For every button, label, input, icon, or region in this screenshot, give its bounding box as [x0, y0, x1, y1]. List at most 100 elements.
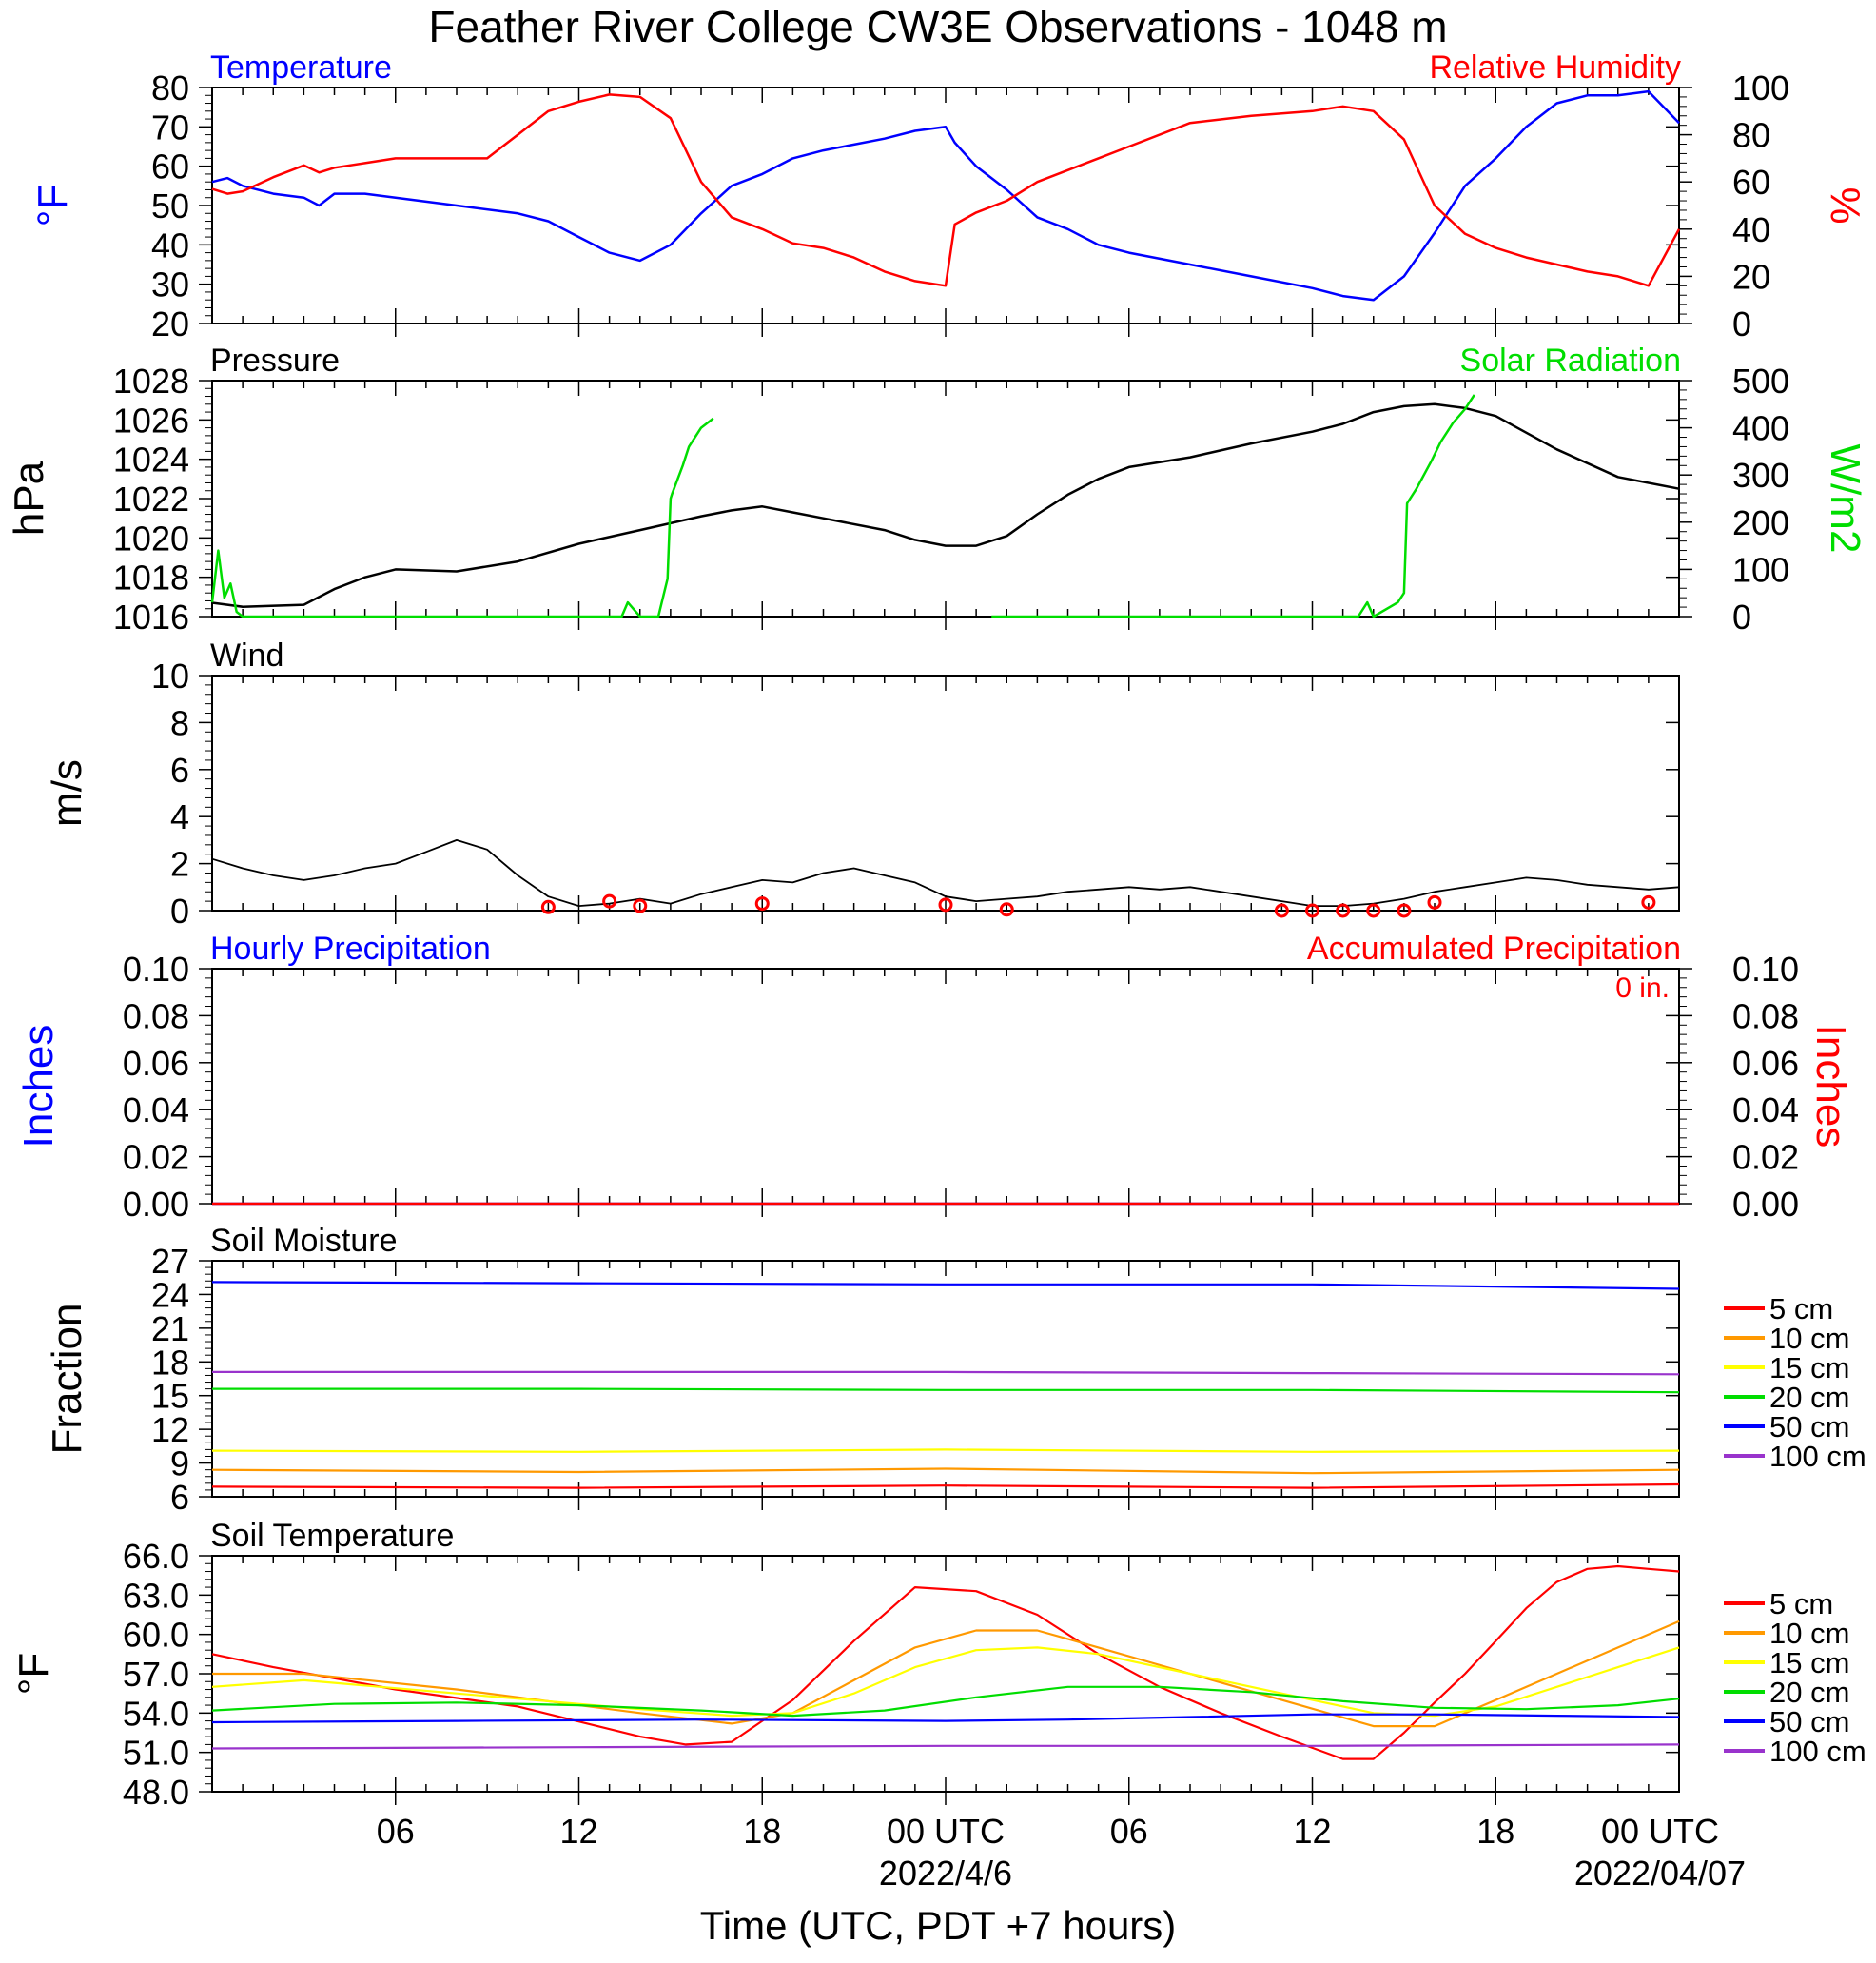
temp-ytick-right-label: 80: [1732, 116, 1770, 155]
series-soil-temperature-5cm: [211, 1564, 1680, 1760]
precip-total-label: 0 in.: [1615, 972, 1670, 1004]
pres-ytick-label: 1028: [113, 362, 189, 401]
series-soil-temperature-10cm: [212, 1619, 1680, 1728]
temp-ytick-right-label: 100: [1732, 69, 1789, 108]
pres-title-left: Pressure: [210, 343, 340, 379]
temp-ytick-right-label: 40: [1732, 210, 1770, 249]
sm-title-left: Soil Moisture: [210, 1223, 398, 1259]
temp-ytick-label: 20: [151, 304, 189, 344]
st-legend-label: 10 cm: [1769, 1617, 1849, 1650]
sm-ytick-label: 21: [151, 1309, 189, 1348]
sm-frame: [211, 1260, 1680, 1498]
wind-calm-marker: [1397, 903, 1412, 918]
series-soil-moisture-15cm: [211, 1448, 1680, 1453]
temp-ytick-label: 60: [151, 147, 189, 186]
wind-title-left: Wind: [210, 638, 283, 674]
wind-ytick-label: 10: [151, 657, 189, 696]
pres-ylabel-right: W/m2: [1822, 444, 1868, 554]
st-ylabel-left: °F: [10, 1653, 57, 1695]
x-tick-label: 18: [1476, 1812, 1514, 1851]
x-tick-label: 06: [1110, 1812, 1148, 1851]
temp-ylabel-left: °F: [29, 185, 76, 226]
pres-ytick-label: 1024: [113, 441, 189, 480]
temp-ytick-label: 80: [151, 69, 189, 108]
precip-ytick-label: 0.02: [123, 1138, 189, 1177]
temp-ytick-label: 30: [151, 265, 189, 304]
pres-ylabel-left: hPa: [6, 461, 52, 536]
st-ytick-label: 63.0: [123, 1576, 189, 1615]
temp-ytick-right-label: 0: [1732, 304, 1751, 344]
pres-ytick-label: 1020: [113, 519, 189, 558]
sm-ytick-label: 6: [170, 1478, 189, 1517]
sm-ytick-label: 18: [151, 1343, 189, 1382]
st-legend-label: 20 cm: [1769, 1676, 1849, 1709]
panel-precipitation: 0.00 0.02 0.04 0.06 0.08 0.10 0.00 0.02 0.04 0.06…: [15, 931, 1854, 1224]
chart-title: Feather River College CW3E Observations …: [428, 2, 1447, 51]
pres-ytick-right-label: 100: [1732, 550, 1789, 589]
panel-soil-temperature: 48.051.054.057.060.063.066.0 Soil Tempera…: [10, 1518, 1866, 1812]
pres-ytick-label: 1016: [113, 598, 189, 637]
pres-ytick-label: 1022: [113, 480, 189, 519]
precip-ylabel-right: Inches: [1808, 1025, 1854, 1148]
date-label: 2022/4/6: [879, 1854, 1012, 1893]
precip-ytick-right-label: 0.08: [1732, 996, 1799, 1035]
sm-ytick-label: 15: [151, 1377, 189, 1416]
temp-ytick-right-label: 60: [1732, 163, 1770, 202]
x-tick-label: 12: [559, 1812, 597, 1851]
sm-ytick-label: 9: [170, 1444, 189, 1483]
pres-ytick-right-label: 400: [1732, 409, 1789, 448]
wind-frame: [211, 675, 1680, 912]
pres-ytick-right-label: 500: [1732, 362, 1789, 401]
sm-legend-label: 20 cm: [1769, 1381, 1849, 1414]
st-legend-label: 5 cm: [1769, 1587, 1833, 1620]
wind-calm-marker: [1641, 894, 1656, 910]
temp-frame: [211, 87, 1680, 324]
wind-calm-marker: [1336, 903, 1351, 918]
series-soil-moisture-20cm: [212, 1387, 1680, 1394]
series-soil-temperature-15cm: [211, 1646, 1680, 1718]
pres-ytick-right-label: 0: [1732, 598, 1751, 637]
series-solar-radiation: [210, 417, 714, 618]
precip-ytick-right-label: 0.04: [1732, 1090, 1799, 1129]
st-ytick-label: 51.0: [123, 1734, 189, 1773]
pres-ytick-label: 1026: [113, 401, 189, 440]
temp-title-right: Relative Humidity: [1429, 49, 1681, 86]
st-ytick-label: 60.0: [123, 1616, 189, 1655]
sm-legend-label: 50 cm: [1769, 1410, 1849, 1443]
temp-title-left: Temperature: [210, 49, 392, 86]
precip-ytick-label: 0.06: [123, 1044, 189, 1083]
pres-ytick-label: 1018: [113, 559, 189, 598]
wind-ytick-label: 2: [170, 845, 189, 884]
precip-ytick-right-label: 0.10: [1732, 950, 1799, 989]
st-legend-label: 15 cm: [1769, 1646, 1849, 1679]
x-tick-label: 00 UTC: [887, 1812, 1005, 1851]
temp-ytick-right-label: 20: [1732, 257, 1770, 296]
x-tick-label: 06: [377, 1812, 415, 1851]
wind-calm-marker: [938, 897, 953, 913]
wind-calm-marker: [999, 902, 1014, 917]
sm-ytick-label: 12: [151, 1410, 189, 1449]
wind-ytick-label: 6: [170, 751, 189, 790]
x-axis-title: Time (UTC, PDT +7 hours): [700, 1903, 1177, 1948]
precip-ytick-label: 0.10: [123, 950, 189, 989]
wind-calm-marker: [1274, 903, 1289, 918]
st-ytick-label: 66.0: [123, 1537, 189, 1576]
series-soil-moisture-5cm: [211, 1482, 1680, 1489]
panel-wind: 0 2 4 6 8 10 Wind m/s: [44, 638, 1680, 931]
st-legend-label: 100 cm: [1769, 1735, 1866, 1768]
st-ytick-label: 57.0: [123, 1655, 189, 1694]
precip-ytick-right-label: 0.02: [1732, 1138, 1799, 1177]
series-soil-temperature-20cm: [211, 1685, 1680, 1718]
precip-ylabel-left: Inches: [15, 1025, 62, 1148]
series-pressure: [211, 402, 1680, 608]
st-ytick-label: 54.0: [123, 1694, 189, 1733]
temp-ytick-label: 40: [151, 226, 189, 265]
pres-ytick-right-label: 300: [1732, 456, 1789, 495]
wind-calm-marker: [1427, 894, 1442, 910]
wind-ytick-label: 4: [170, 797, 189, 836]
precip-frame: [211, 968, 1680, 1205]
